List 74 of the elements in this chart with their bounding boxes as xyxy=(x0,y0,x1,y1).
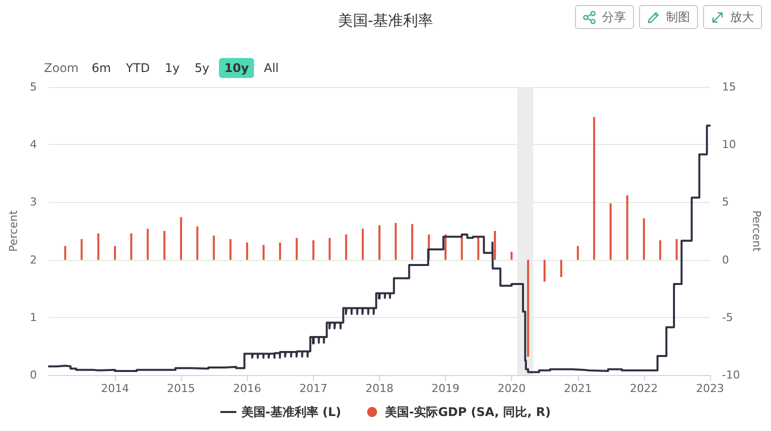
bar xyxy=(560,260,562,278)
bar xyxy=(659,240,662,260)
bar xyxy=(114,246,116,260)
bar xyxy=(576,246,579,260)
bar xyxy=(510,252,513,260)
bar xyxy=(328,238,331,260)
bar xyxy=(642,218,645,260)
x-tick-label: 2014 xyxy=(100,382,129,395)
x-tick-label: 2022 xyxy=(630,382,658,395)
bar xyxy=(494,231,496,260)
bar xyxy=(544,260,546,282)
y2-tick-label: 10 xyxy=(722,138,736,152)
bar xyxy=(444,234,447,260)
x-tick-label: 2018 xyxy=(365,382,394,395)
text: Zoom xyxy=(44,60,79,74)
range-button[interactable]: 10y xyxy=(219,58,254,78)
x-tick-label: 2015 xyxy=(167,382,196,395)
bar xyxy=(279,242,282,260)
x-tick-label: 2019 xyxy=(432,382,460,395)
y-tick-label: 4 xyxy=(30,138,37,152)
x-tick-label: 2021 xyxy=(564,382,592,395)
bar xyxy=(676,239,678,260)
legend-label: 美国-基准利率 (L) xyxy=(240,405,342,419)
range-button[interactable]: YTD xyxy=(120,58,155,78)
y-tick-label: 0 xyxy=(30,368,37,382)
bar xyxy=(80,239,83,260)
y-tick-label: 5 xyxy=(30,80,37,94)
bar xyxy=(312,240,314,260)
y2-tick-label: 0 xyxy=(722,253,729,266)
bar xyxy=(180,217,182,260)
bar xyxy=(394,222,397,260)
bar xyxy=(246,242,248,260)
range-button[interactable]: All xyxy=(258,58,284,78)
y2-axis-title: Percent xyxy=(750,210,763,252)
y2-tick-label: -10 xyxy=(722,368,740,382)
bar xyxy=(626,195,628,260)
share-button[interactable]: 分享 xyxy=(575,5,634,29)
x-tick-label: 2020 xyxy=(498,382,526,395)
legend-label: 美国-实际GDP (SA, 同比, R) xyxy=(384,405,551,419)
x-tick-label: 2016 xyxy=(233,382,262,395)
x-tick-label: 2017 xyxy=(299,382,328,395)
draw-button[interactable]: 制图 xyxy=(639,5,698,29)
bar xyxy=(362,228,364,260)
range-button[interactable]: 5y xyxy=(190,58,214,78)
bar xyxy=(460,236,463,260)
bar xyxy=(411,224,414,260)
bar xyxy=(196,226,198,260)
bar xyxy=(163,231,166,260)
bar xyxy=(130,233,132,260)
bar xyxy=(229,239,232,260)
y2-tick-label: -5 xyxy=(722,310,733,324)
bar xyxy=(527,260,530,357)
y-tick-label: 2 xyxy=(30,253,37,266)
enlarge-button[interactable]: 放大 xyxy=(703,5,762,29)
bar xyxy=(64,246,66,260)
bar xyxy=(262,244,265,260)
y2-tick-label: 15 xyxy=(722,80,736,94)
bar xyxy=(610,203,612,260)
chart-title: 美国-基准利率 xyxy=(338,12,434,30)
bar xyxy=(378,225,380,260)
y-tick-label: 3 xyxy=(30,196,37,209)
bar xyxy=(345,234,348,260)
y-tick-label: 1 xyxy=(30,310,37,324)
y2-tick-label: 5 xyxy=(722,196,729,209)
bar xyxy=(593,116,596,260)
bar xyxy=(146,228,149,260)
bar xyxy=(477,236,480,260)
x-tick-label: 2023 xyxy=(696,382,724,395)
bar xyxy=(296,238,298,260)
range-button[interactable]: 6m xyxy=(86,58,116,78)
range-button[interactable]: 1y xyxy=(160,58,185,78)
bar xyxy=(97,233,100,260)
bar xyxy=(212,236,215,260)
y-axis-title: Percent xyxy=(7,210,20,252)
